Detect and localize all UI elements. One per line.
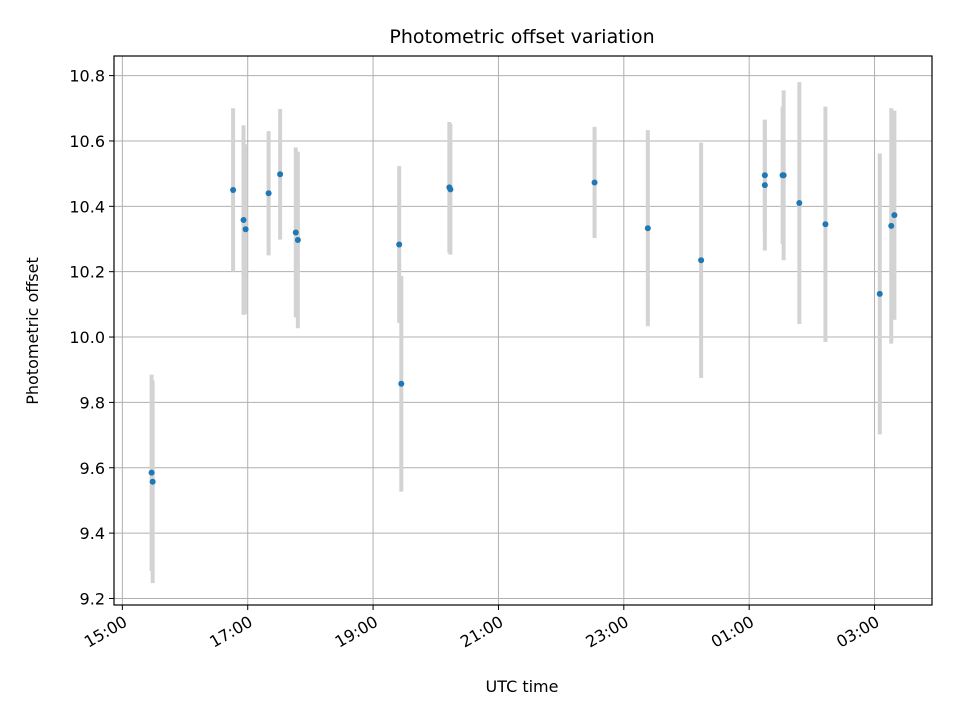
data-point [761, 172, 768, 179]
data-point [230, 186, 237, 193]
data-point [265, 190, 272, 197]
y-tick-label: 10.8 [69, 67, 105, 86]
data-point [822, 221, 829, 228]
data-point [876, 290, 883, 297]
y-tick-label: 9.4 [80, 524, 105, 543]
y-tick-label: 10.6 [69, 132, 105, 151]
data-point [242, 226, 249, 233]
data-point [891, 212, 898, 219]
chart-title: Photometric offset variation [389, 26, 654, 48]
data-point [888, 222, 895, 229]
y-tick-label: 9.8 [80, 393, 105, 412]
y-tick-label: 9.2 [80, 589, 105, 608]
data-point [591, 179, 598, 186]
y-axis-title: Photometric offset [23, 257, 42, 405]
data-point [780, 172, 787, 179]
x-axis-title: UTC time [486, 677, 559, 696]
y-tick-label: 10.0 [69, 328, 105, 347]
data-point [698, 257, 705, 264]
data-point [644, 225, 651, 232]
data-points [148, 171, 898, 485]
data-point [240, 217, 247, 224]
data-point [148, 469, 155, 476]
y-axis: 9.2 9.4 9.6 9.8 10.0 10.2 10.4 10.6 10.8 [69, 67, 114, 608]
y-tick-label: 10.2 [69, 263, 105, 282]
data-point [396, 241, 403, 248]
data-point [398, 380, 405, 387]
plot-frame [113, 55, 933, 606]
data-point [796, 200, 803, 207]
data-point [294, 236, 301, 243]
grid [114, 56, 932, 605]
data-point [761, 182, 768, 189]
data-point [277, 171, 284, 178]
data-point [447, 186, 454, 193]
data-point [292, 229, 299, 236]
y-tick-label: 9.6 [80, 459, 105, 478]
data-point [149, 478, 156, 485]
y-tick-label: 10.4 [69, 197, 105, 216]
